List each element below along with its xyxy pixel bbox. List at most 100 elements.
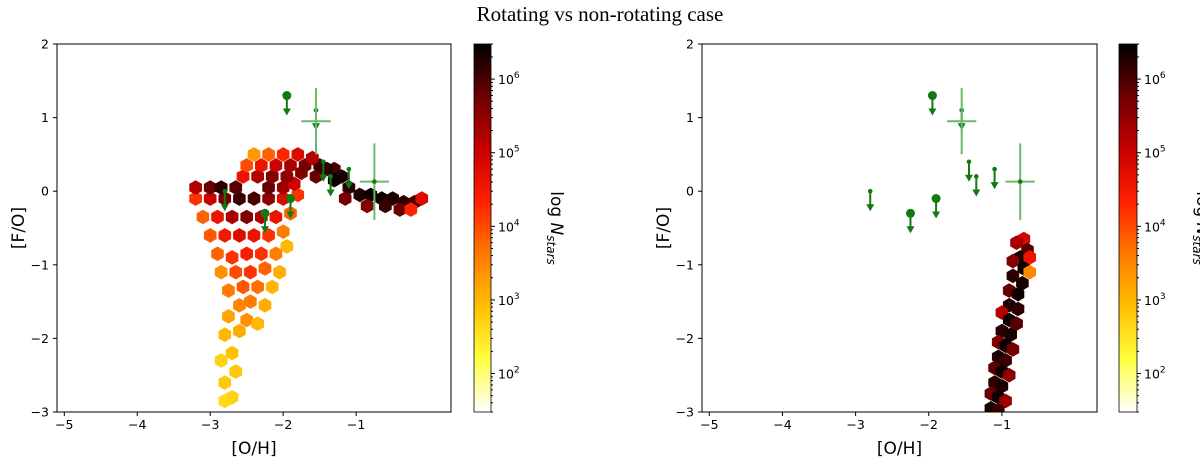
hexbin (999, 393, 1012, 409)
hexbin (203, 180, 217, 195)
y-tick-label: 0 (686, 184, 694, 199)
hexbin (214, 264, 228, 280)
colorbar-tick-label: 103 (498, 292, 520, 308)
hexbin (1004, 327, 1017, 342)
hexbin (251, 279, 264, 295)
hexbin (196, 209, 210, 225)
hexbin (189, 191, 202, 206)
hexbin (229, 264, 243, 280)
hexbin (233, 298, 246, 313)
observation-point (321, 159, 326, 165)
x-tick-label: −4 (773, 417, 791, 432)
hexbin (269, 158, 283, 173)
hexbin (218, 327, 232, 342)
hexbin (991, 403, 1005, 412)
hexbin (1016, 275, 1029, 291)
hexbin (262, 147, 275, 162)
upper-limit-arrow (260, 226, 269, 234)
x-tick-label: −1 (993, 417, 1011, 432)
observation-point (1017, 179, 1023, 184)
hexbin (262, 191, 275, 206)
upper-limit-arrow (344, 182, 353, 190)
y-tick-label: −3 (676, 405, 694, 420)
hexbin (255, 246, 268, 262)
hexbin (189, 180, 202, 195)
observation-point (867, 188, 873, 194)
hexbin (995, 378, 1009, 394)
observation-point (260, 208, 270, 218)
hexbin (214, 353, 228, 368)
observation-point (372, 179, 377, 184)
colorbar-tick-label: 102 (1144, 366, 1166, 382)
hexbin (280, 169, 294, 184)
upper-limit-arrow (932, 211, 941, 219)
x-tick-label: −3 (201, 417, 219, 432)
hexbin (276, 147, 290, 162)
colorbar (473, 43, 492, 413)
observation-point (222, 188, 228, 194)
upper-limit-arrow (964, 174, 973, 182)
hexbin (1002, 367, 1016, 383)
hexbin (255, 158, 268, 173)
hexbin (203, 228, 217, 243)
upper-limit-arrow (928, 108, 937, 116)
hexbin (244, 264, 257, 280)
colorbar-label: log Nstars (1190, 191, 1200, 265)
y-tick-label: 1 (686, 110, 694, 125)
y-tick-label: −3 (31, 405, 49, 420)
hexbin (233, 191, 246, 206)
colorbar-tick-label: 103 (1144, 292, 1166, 308)
x-tick-label: −3 (846, 417, 864, 432)
hexbin (240, 209, 253, 225)
x-axis-label: [O/H] (231, 439, 276, 459)
colorbar-tick-label: 105 (1144, 145, 1166, 161)
hexbin (203, 191, 217, 206)
observation-point (966, 159, 972, 165)
hexbin (269, 209, 283, 225)
colorbar-tick-label: 104 (1144, 218, 1166, 234)
hexbin (273, 264, 286, 280)
observation-point (931, 194, 941, 204)
y-axis-label: [F/O] (654, 207, 674, 249)
observation-point (992, 166, 997, 172)
hexbin (269, 246, 283, 262)
colorbar-tick-label: 102 (498, 366, 520, 382)
observation-point (927, 91, 937, 101)
upper-limit-arrow (866, 204, 875, 212)
hexbin (1006, 268, 1020, 284)
axes-frame (701, 43, 1098, 413)
upper-limit-arrow (972, 189, 981, 197)
hexbin (244, 294, 257, 309)
hexbin (225, 345, 239, 361)
hexbin (306, 150, 319, 166)
panel-non-rotating: −5 −4 −3 −2 −1 −3 −2 −1 0 1 2 [O/H] [F/O] 102 103 104 10… (654, 37, 1200, 460)
hexbin (276, 180, 290, 195)
upper-limit-arrow (282, 108, 291, 116)
hexbin (999, 353, 1012, 368)
hexbin (251, 169, 264, 184)
y-tick-label: −2 (31, 331, 49, 346)
y-tick-label: 0 (41, 184, 49, 199)
observation-point (905, 208, 915, 218)
hexbin (233, 228, 246, 243)
observation-point (282, 91, 292, 101)
hexbin (265, 169, 279, 184)
hexbin (236, 279, 250, 295)
observation-point (285, 194, 295, 204)
y-axis-label: [F/O] (9, 207, 29, 249)
hexbin (225, 250, 239, 265)
hexbin (284, 158, 297, 173)
hexbin (353, 187, 367, 203)
x-tick-label: −5 (55, 417, 73, 432)
axes-frame (56, 43, 452, 413)
colorbar-tick-label: 104 (498, 218, 520, 234)
plot-area (866, 88, 1036, 412)
x-tick-label: −2 (274, 417, 292, 432)
upper-limit-arrow (220, 204, 229, 212)
hexbin (251, 316, 264, 331)
hexbin (393, 202, 407, 217)
y-tick-label: 1 (41, 110, 49, 125)
hexbin (236, 169, 250, 184)
observation-point (346, 166, 352, 172)
observation-point (328, 174, 333, 179)
